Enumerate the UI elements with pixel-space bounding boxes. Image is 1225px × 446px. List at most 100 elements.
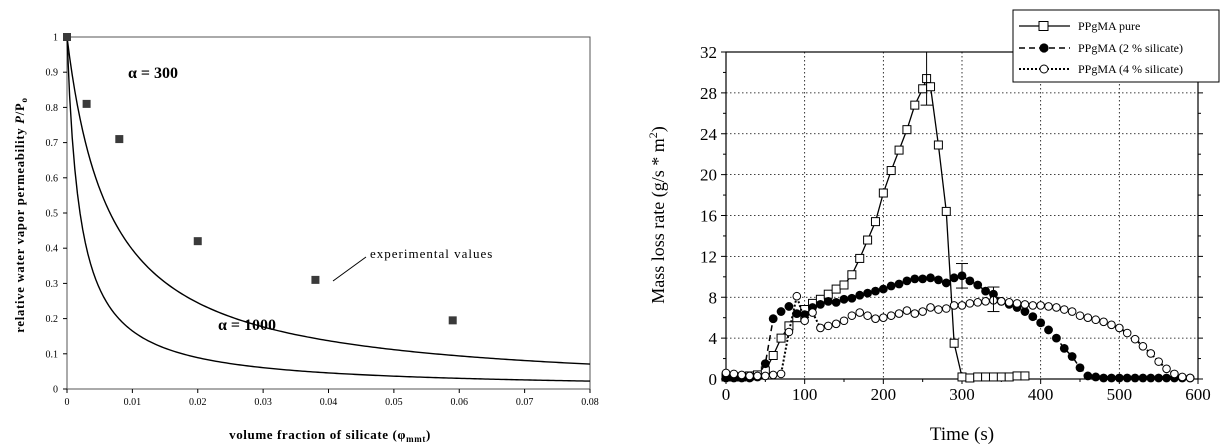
data-point [965, 373, 975, 383]
data-point [949, 301, 959, 310]
left-x-tick-label: 0.01 [124, 397, 142, 408]
data-point [855, 308, 865, 317]
data-point [831, 319, 841, 329]
experimental-points [63, 33, 457, 325]
data-point [941, 206, 951, 216]
left-x-tick-label: 0.08 [581, 397, 599, 408]
data-point [1067, 352, 1077, 361]
data-point [1146, 349, 1156, 358]
data-point [894, 145, 904, 155]
error-bar [956, 263, 968, 289]
model-curve-alpha-300 [66, 36, 591, 365]
model-curves [66, 36, 591, 382]
data-point [934, 275, 943, 285]
data-point [745, 371, 754, 381]
experimental-point [115, 135, 124, 144]
data-point [878, 284, 888, 294]
data-point [1012, 299, 1022, 308]
left-y-tick-label: 1 [53, 33, 58, 44]
experimental-point [311, 275, 320, 284]
annotation-experimental-values: experimental values [370, 246, 493, 261]
left-y-title-p: P [13, 115, 27, 123]
data-point [894, 279, 904, 289]
data-point [933, 140, 943, 150]
left-x-tick-label: 0.06 [451, 397, 469, 408]
right-x-tick-label: 100 [792, 385, 818, 404]
data-point [855, 253, 865, 263]
data-point [863, 288, 872, 298]
data-point [949, 338, 959, 348]
data-point [1052, 333, 1061, 343]
legend-label-2pct: PPgMA (2 % silicate) [1078, 41, 1183, 55]
curve-label-alpha-300: α = 300 [128, 65, 178, 82]
data-point [870, 217, 880, 227]
left-y-title-slash: / [13, 111, 27, 116]
data-point [871, 286, 880, 296]
data-point [910, 309, 920, 318]
legend-marker-2pct [1039, 43, 1049, 53]
data-point [792, 309, 802, 318]
right-x-axis-title: Time (s) [930, 424, 994, 445]
model-curve-alpha-1000 [66, 36, 591, 382]
data-point [1162, 373, 1171, 383]
left-y-tick-label: 0.7 [46, 138, 59, 149]
data-point [1130, 334, 1140, 344]
data-point [800, 316, 809, 326]
data-point [1154, 357, 1163, 366]
left-y-tick-label: 0.3 [46, 279, 59, 290]
right-y-tick-label: 20 [700, 166, 717, 185]
error-bar [920, 51, 933, 106]
data-point [973, 298, 983, 307]
data-point [1052, 303, 1061, 312]
data-point [981, 297, 990, 306]
data-point [863, 311, 872, 320]
experimental-point [448, 316, 457, 325]
left-x-title-sub: mmt [406, 434, 426, 444]
left-x-tick-label: 0.02 [189, 397, 207, 408]
data-point [1059, 305, 1069, 314]
right-x-tick-label: 500 [1107, 385, 1133, 404]
right-x-tick-label: 300 [949, 385, 975, 404]
data-point [996, 372, 1006, 382]
data-point [1099, 373, 1108, 383]
experimental-point [82, 99, 91, 108]
data-point [760, 359, 770, 369]
data-point [918, 274, 928, 284]
permeability-chart: 0 0.01 0.02 0.03 0.04 0.05 0.06 0.07 0.08 0 0.1 0.2… [13, 33, 599, 445]
data-point [1138, 342, 1148, 351]
right-x-tick-label: 400 [1028, 385, 1054, 404]
right-y-title-close: ) [648, 126, 669, 132]
data-point [784, 327, 794, 337]
data-point [1012, 371, 1022, 381]
data-point [902, 276, 912, 286]
data-point [1020, 371, 1030, 381]
left-x-tick-label: 0.07 [516, 397, 534, 408]
mass-loss-chart: 0 100 200 300 400 500 600 0 4 8 12 16 20 24 28 32 Mass … [646, 9, 1220, 445]
legend-label-4pct: PPgMA (4 % silicate) [1078, 62, 1183, 76]
data-point [1170, 369, 1179, 379]
data-point [768, 350, 778, 360]
data-point [792, 291, 802, 301]
data-point [816, 300, 825, 309]
data-point [1114, 373, 1124, 383]
left-x-title-close: ) [426, 427, 431, 442]
data-point [1122, 328, 1132, 338]
legend-label-pure: PPgMA pure [1078, 19, 1140, 33]
data-point [737, 370, 747, 380]
right-y-title-main: Mass loss rate (g/s * m [648, 138, 669, 304]
data-point [1091, 315, 1101, 325]
data-point [1020, 307, 1030, 316]
data-point [1083, 313, 1093, 322]
legend-marker-4pct [1039, 64, 1049, 74]
left-y-tick-label: 0.2 [46, 314, 59, 325]
left-x-tick-label: 0.03 [254, 397, 272, 408]
right-y-tick-label: 32 [700, 43, 717, 62]
data-point [910, 100, 920, 110]
data-point [1138, 373, 1148, 383]
data-point [926, 273, 935, 283]
data-point [768, 370, 778, 380]
series-2 [721, 271, 1195, 383]
right-x-tick-label: 0 [722, 385, 731, 404]
data-point [1099, 317, 1108, 327]
data-point [879, 313, 888, 322]
